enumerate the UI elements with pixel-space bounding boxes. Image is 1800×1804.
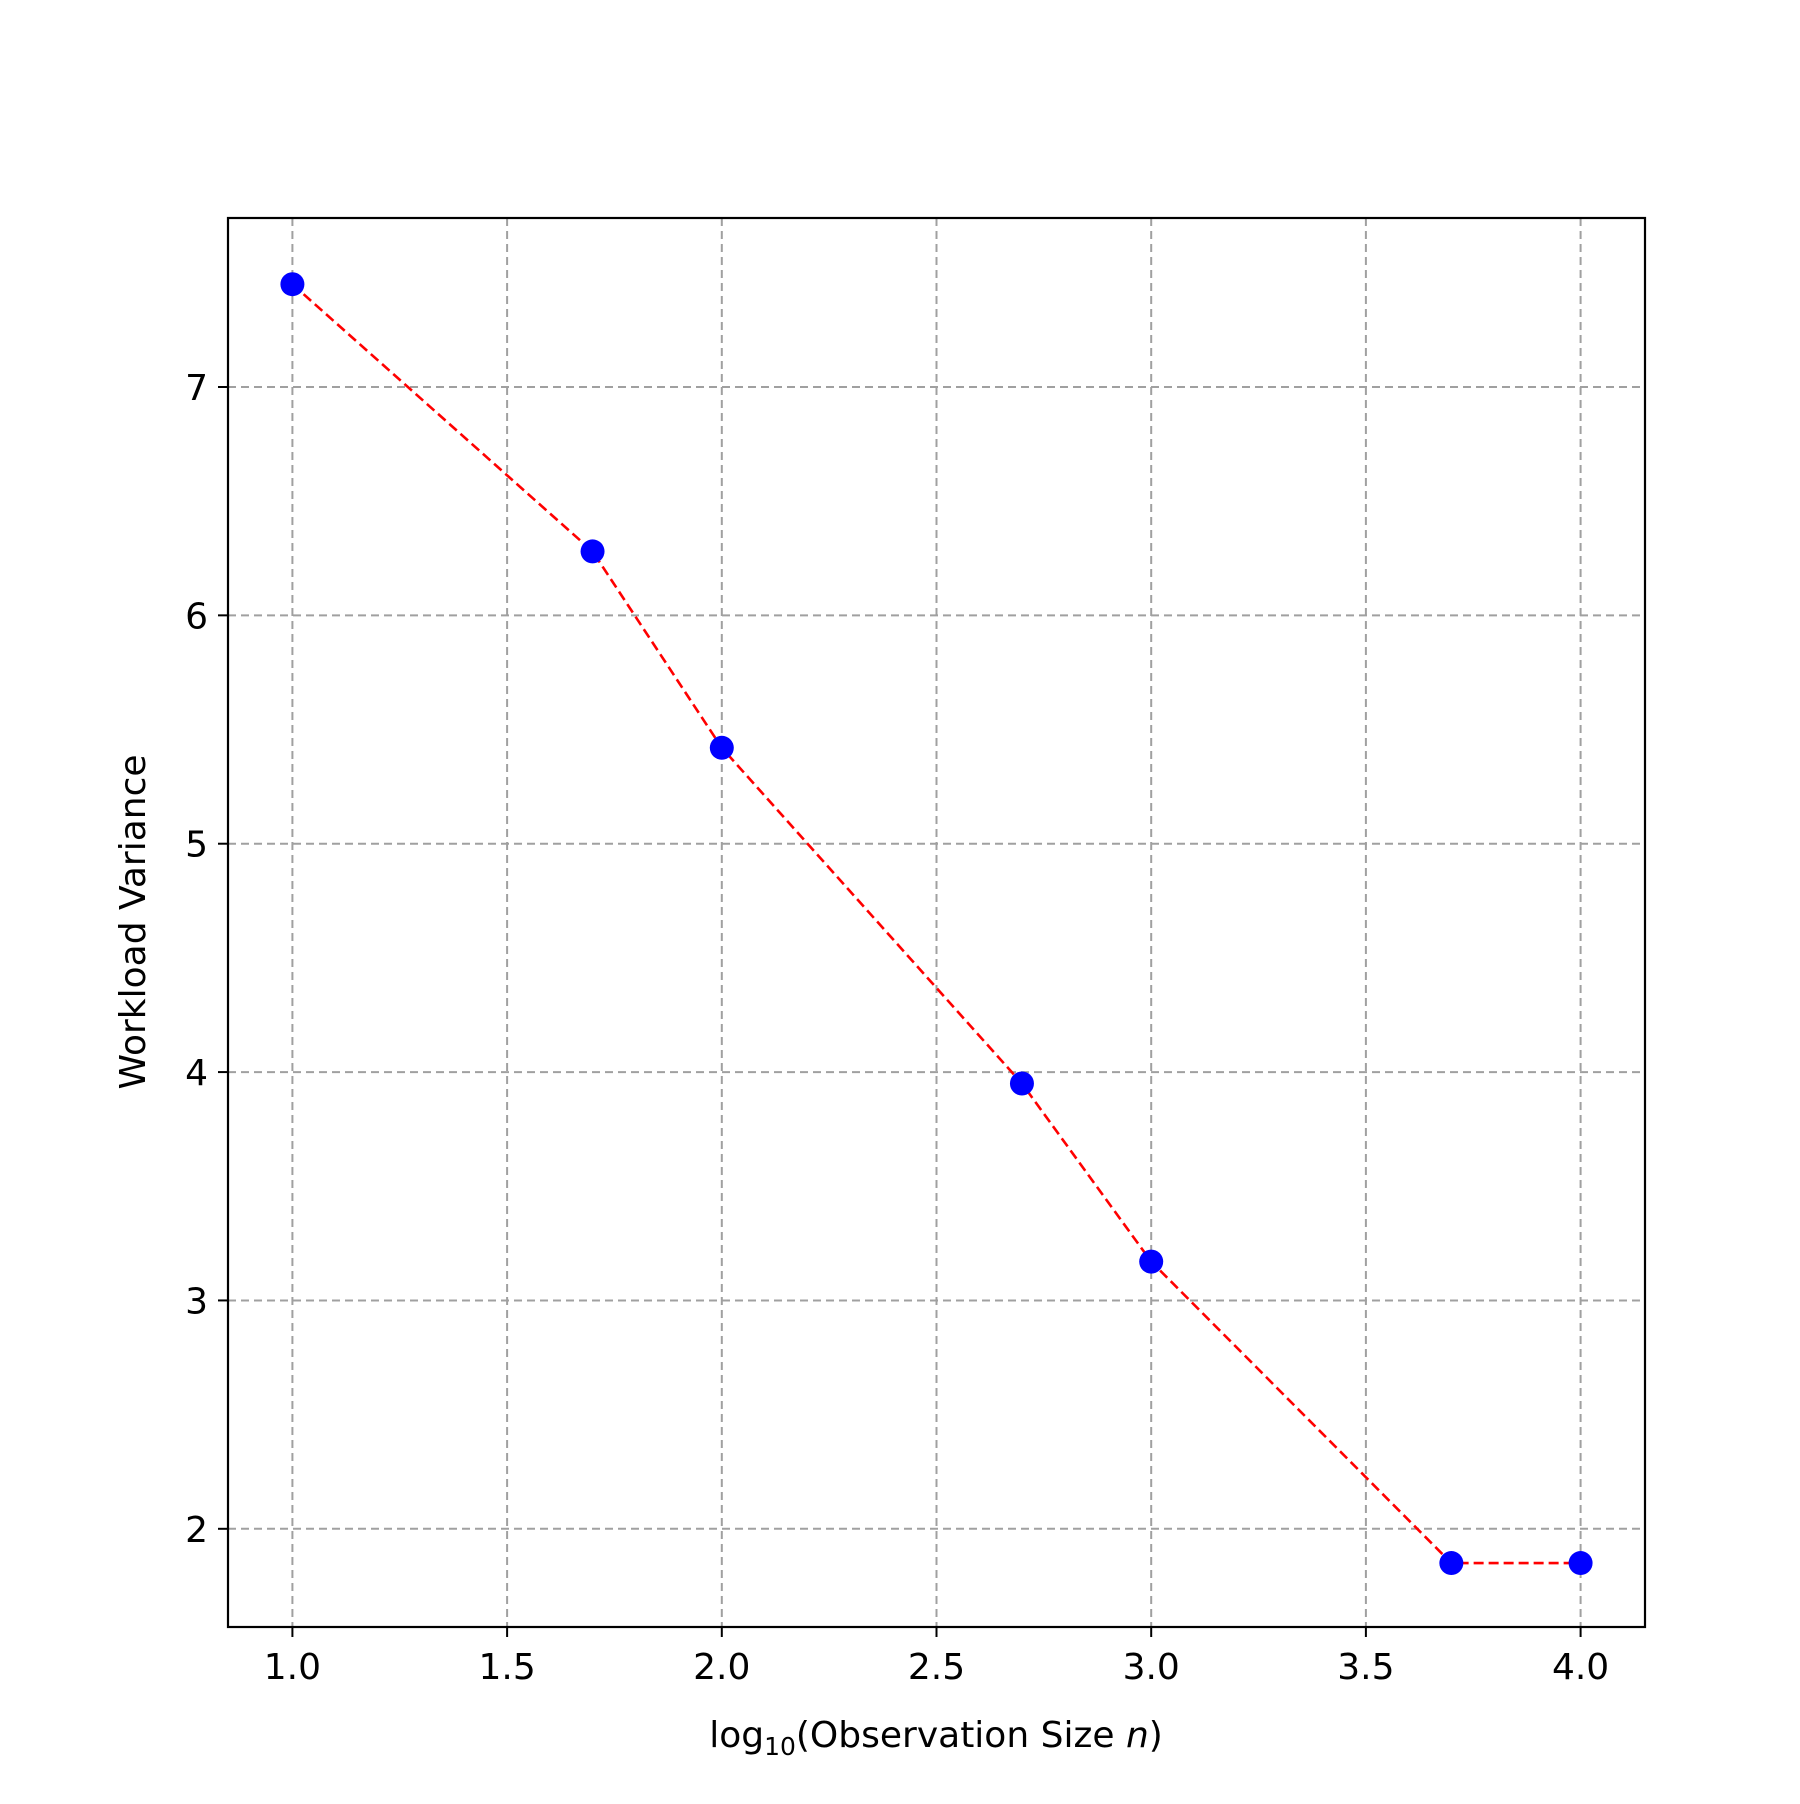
y-tick-label: 3: [185, 1281, 208, 1322]
x-tick-label: 1.5: [478, 1647, 535, 1688]
data-point: [1439, 1551, 1464, 1576]
data-point: [1009, 1071, 1034, 1096]
y-axis-label: Workload Variance: [113, 754, 154, 1089]
y-axis-ticks: 2 3 4 5 6 7: [185, 368, 228, 1551]
x-axis-label: log10(Observation Size n): [709, 1715, 1163, 1761]
x-tick-label: 2.5: [908, 1647, 965, 1688]
x-tick-label: 3.0: [1123, 1647, 1180, 1688]
data-point: [1568, 1551, 1593, 1576]
data-points-layer: [280, 272, 1593, 1576]
x-tick-label: 3.5: [1337, 1647, 1394, 1688]
x-axis-ticks: 1.0 1.5 2.0 2.5 3.0 3.5 4.0: [264, 1627, 1609, 1688]
y-tick-label: 5: [185, 825, 208, 866]
x-tick-label: 2.0: [693, 1647, 750, 1688]
x-tick-label: 4.0: [1552, 1647, 1609, 1688]
y-tick-label: 7: [185, 368, 208, 409]
y-tick-label: 6: [185, 596, 208, 637]
data-point: [709, 735, 734, 760]
data-point: [280, 272, 305, 297]
data-point: [1139, 1249, 1164, 1274]
y-tick-label: 4: [185, 1053, 208, 1094]
data-point: [580, 539, 605, 564]
grid: [228, 218, 1645, 1627]
y-tick-label: 2: [185, 1510, 208, 1551]
x-tick-label: 1.0: [264, 1647, 321, 1688]
